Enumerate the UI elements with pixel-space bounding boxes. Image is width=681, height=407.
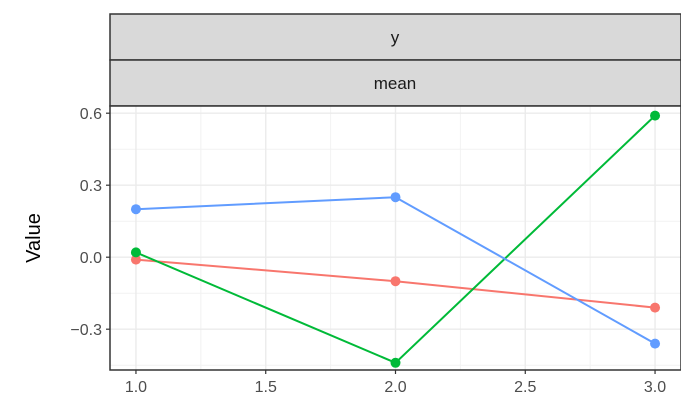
y-tick-label: −0.3 [70,322,102,339]
series-layer [130,110,661,368]
x-tick-label: 2.0 [384,379,406,396]
data-point [650,338,661,349]
x-tick-label: 2.5 [514,379,536,396]
y-tick-label: 0.0 [80,250,102,267]
facet-strip-top-label: y [391,28,400,47]
data-point [650,302,661,313]
data-point [650,110,661,121]
major-gridlines [110,106,681,370]
x-tick-label: 1.0 [125,379,147,396]
facet-strip-bottom-label: mean [374,74,417,93]
facet-strip-bottom [109,59,681,107]
y-tick-label: 0.3 [80,178,102,195]
x-axis: 1.0 1.5 2.0 2.5 3.0 [125,370,666,396]
data-point [390,192,401,203]
data-point [390,357,401,368]
y-axis: 0.6 0.3 0.0 −0.3 [70,106,110,339]
data-point [130,254,141,265]
facet-strip-top [109,13,681,61]
data-point [390,276,401,287]
data-point [130,247,141,258]
y-axis-title: Value [23,213,45,263]
y-tick-label: 0.6 [80,106,102,123]
x-tick-label: 1.5 [255,379,277,396]
x-tick-label: 3.0 [644,379,666,396]
data-point [130,204,141,215]
